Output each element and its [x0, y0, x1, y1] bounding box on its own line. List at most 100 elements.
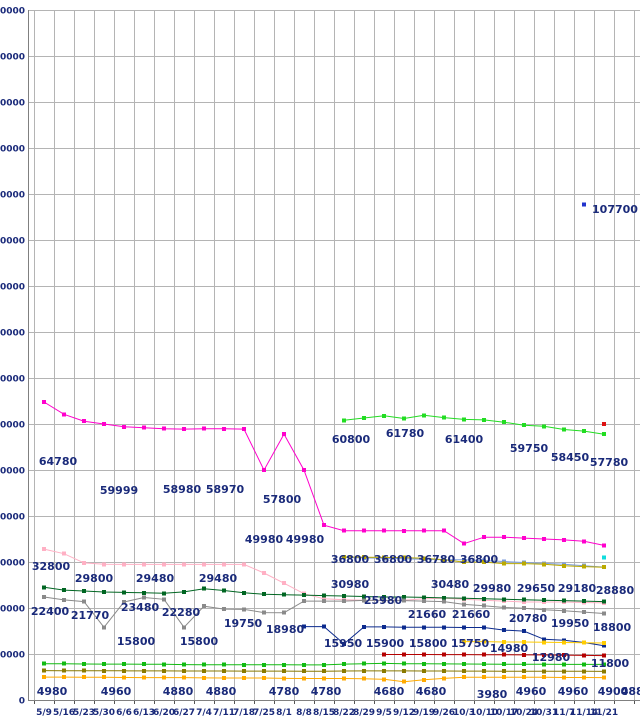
data-point-marker [342, 669, 346, 673]
data-point-marker [102, 625, 106, 630]
data-point-marker [442, 528, 446, 533]
series-dark-red [382, 652, 606, 658]
data-point-marker [262, 662, 266, 667]
data-point-marker [362, 661, 366, 666]
series-amber-low [42, 675, 606, 684]
y-tick-label: 70000 [0, 375, 25, 385]
data-point-label: 30480 [431, 578, 470, 591]
series-blue-point [582, 202, 586, 207]
data-point-marker [202, 586, 206, 591]
data-point-marker [542, 637, 546, 642]
data-point-marker [142, 595, 146, 600]
data-point-marker [242, 427, 246, 432]
data-point-marker [62, 412, 66, 417]
data-point-label: 4880 [163, 685, 194, 698]
data-point-marker [262, 676, 266, 680]
series-green-low [42, 661, 606, 667]
data-point-marker [222, 588, 226, 593]
data-point-marker [502, 420, 506, 425]
data-point-marker [482, 652, 486, 657]
series-line [384, 654, 605, 657]
data-point-marker [502, 561, 506, 566]
x-tick-label: 6/13 [133, 708, 155, 718]
data-point-marker [482, 662, 486, 667]
y-tick-label: 0 [19, 697, 25, 707]
data-point-marker [602, 662, 606, 667]
x-tick-label: 11/21 [590, 708, 618, 718]
data-point-marker [302, 593, 306, 598]
data-point-label: 4960 [558, 685, 589, 698]
data-point-marker [402, 625, 406, 630]
data-point-marker [82, 599, 86, 604]
data-point-marker [222, 662, 226, 667]
data-point-marker [422, 625, 426, 630]
data-point-marker [302, 468, 306, 473]
data-point-marker [162, 562, 166, 567]
data-point-marker [582, 429, 586, 434]
data-point-label: 49980 [286, 533, 325, 546]
data-point-marker [602, 565, 606, 570]
data-point-marker [422, 528, 426, 533]
data-point-marker [482, 669, 486, 674]
data-point-marker [202, 662, 206, 667]
data-point-label: 4880 [621, 685, 640, 698]
data-point-marker [482, 596, 486, 601]
data-point-marker [382, 555, 386, 560]
data-point-marker [342, 594, 346, 598]
data-point-marker [242, 676, 246, 680]
data-point-marker [562, 563, 566, 568]
data-point-marker [322, 676, 326, 681]
data-point-label: 21660 [452, 608, 491, 621]
y-tick-label: 150000 [0, 7, 25, 17]
x-tick-label: 8/8 [296, 708, 312, 718]
data-point-marker [142, 675, 146, 680]
data-point-marker [462, 560, 466, 565]
data-point-marker [522, 600, 526, 604]
data-point-marker [602, 669, 606, 674]
data-point-marker [342, 554, 346, 559]
data-point-marker [122, 662, 126, 667]
data-point-marker [382, 661, 386, 666]
data-point-marker [382, 652, 386, 657]
data-point-marker [242, 562, 246, 567]
data-point-label: 11800 [591, 657, 630, 670]
data-point-marker [522, 597, 526, 602]
data-point-marker [42, 675, 46, 680]
x-tick-label: 7/18 [233, 708, 255, 718]
data-point-marker [342, 641, 346, 646]
data-point-marker [222, 426, 226, 431]
data-point-label: 4680 [416, 685, 447, 698]
data-point-marker [522, 640, 526, 644]
data-point-marker [582, 653, 586, 658]
data-point-marker [502, 605, 506, 610]
y-tick-label: 40000 [0, 513, 25, 523]
data-point-marker [122, 675, 126, 680]
y-tick-label: 50000 [0, 467, 25, 477]
data-point-marker [582, 640, 586, 645]
data-point-label: 4980 [37, 685, 68, 698]
data-point-marker [542, 424, 546, 429]
data-point-marker [382, 528, 386, 533]
data-point-marker [382, 624, 386, 629]
data-point-marker [242, 590, 246, 595]
data-point-marker [382, 413, 386, 418]
series-dark-green [42, 585, 606, 604]
data-point-marker [102, 662, 106, 667]
data-point-marker [342, 676, 346, 681]
data-point-marker [582, 202, 586, 207]
data-point-marker [42, 668, 46, 673]
data-point-marker [282, 676, 286, 681]
data-point-marker [262, 610, 266, 615]
x-tick-label: 8/15 [313, 708, 335, 718]
data-point-marker [302, 624, 306, 629]
data-point-label: 25980 [364, 594, 403, 607]
data-point-marker [42, 547, 46, 552]
data-point-marker [182, 669, 186, 673]
series-gray [42, 595, 606, 630]
data-point-marker [522, 536, 526, 541]
series-line [464, 641, 605, 644]
data-point-label: 14980 [490, 642, 529, 655]
data-point-label: 60800 [332, 433, 371, 446]
data-point-marker [382, 677, 386, 682]
x-tick-label: 10/24 [510, 708, 538, 718]
